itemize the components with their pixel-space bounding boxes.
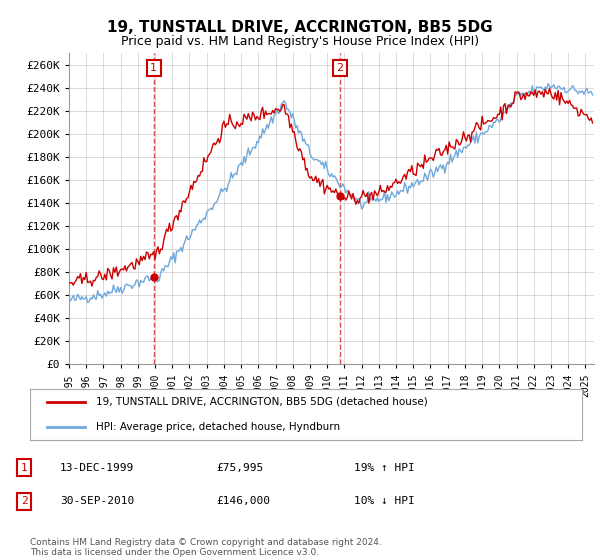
Text: 19, TUNSTALL DRIVE, ACCRINGTON, BB5 5DG: 19, TUNSTALL DRIVE, ACCRINGTON, BB5 5DG xyxy=(107,20,493,35)
Text: 2: 2 xyxy=(337,63,344,73)
Text: Price paid vs. HM Land Registry's House Price Index (HPI): Price paid vs. HM Land Registry's House … xyxy=(121,35,479,48)
Text: 2: 2 xyxy=(20,496,28,506)
Text: 19% ↑ HPI: 19% ↑ HPI xyxy=(354,463,415,473)
Text: 30-SEP-2010: 30-SEP-2010 xyxy=(60,496,134,506)
Text: 19, TUNSTALL DRIVE, ACCRINGTON, BB5 5DG (detached house): 19, TUNSTALL DRIVE, ACCRINGTON, BB5 5DG … xyxy=(96,397,428,407)
Text: 10% ↓ HPI: 10% ↓ HPI xyxy=(354,496,415,506)
Text: 1: 1 xyxy=(20,463,28,473)
Text: £146,000: £146,000 xyxy=(216,496,270,506)
Text: 1: 1 xyxy=(150,63,157,73)
Text: 13-DEC-1999: 13-DEC-1999 xyxy=(60,463,134,473)
Text: £75,995: £75,995 xyxy=(216,463,263,473)
Text: HPI: Average price, detached house, Hyndburn: HPI: Average price, detached house, Hynd… xyxy=(96,422,340,432)
Text: Contains HM Land Registry data © Crown copyright and database right 2024.
This d: Contains HM Land Registry data © Crown c… xyxy=(30,538,382,557)
